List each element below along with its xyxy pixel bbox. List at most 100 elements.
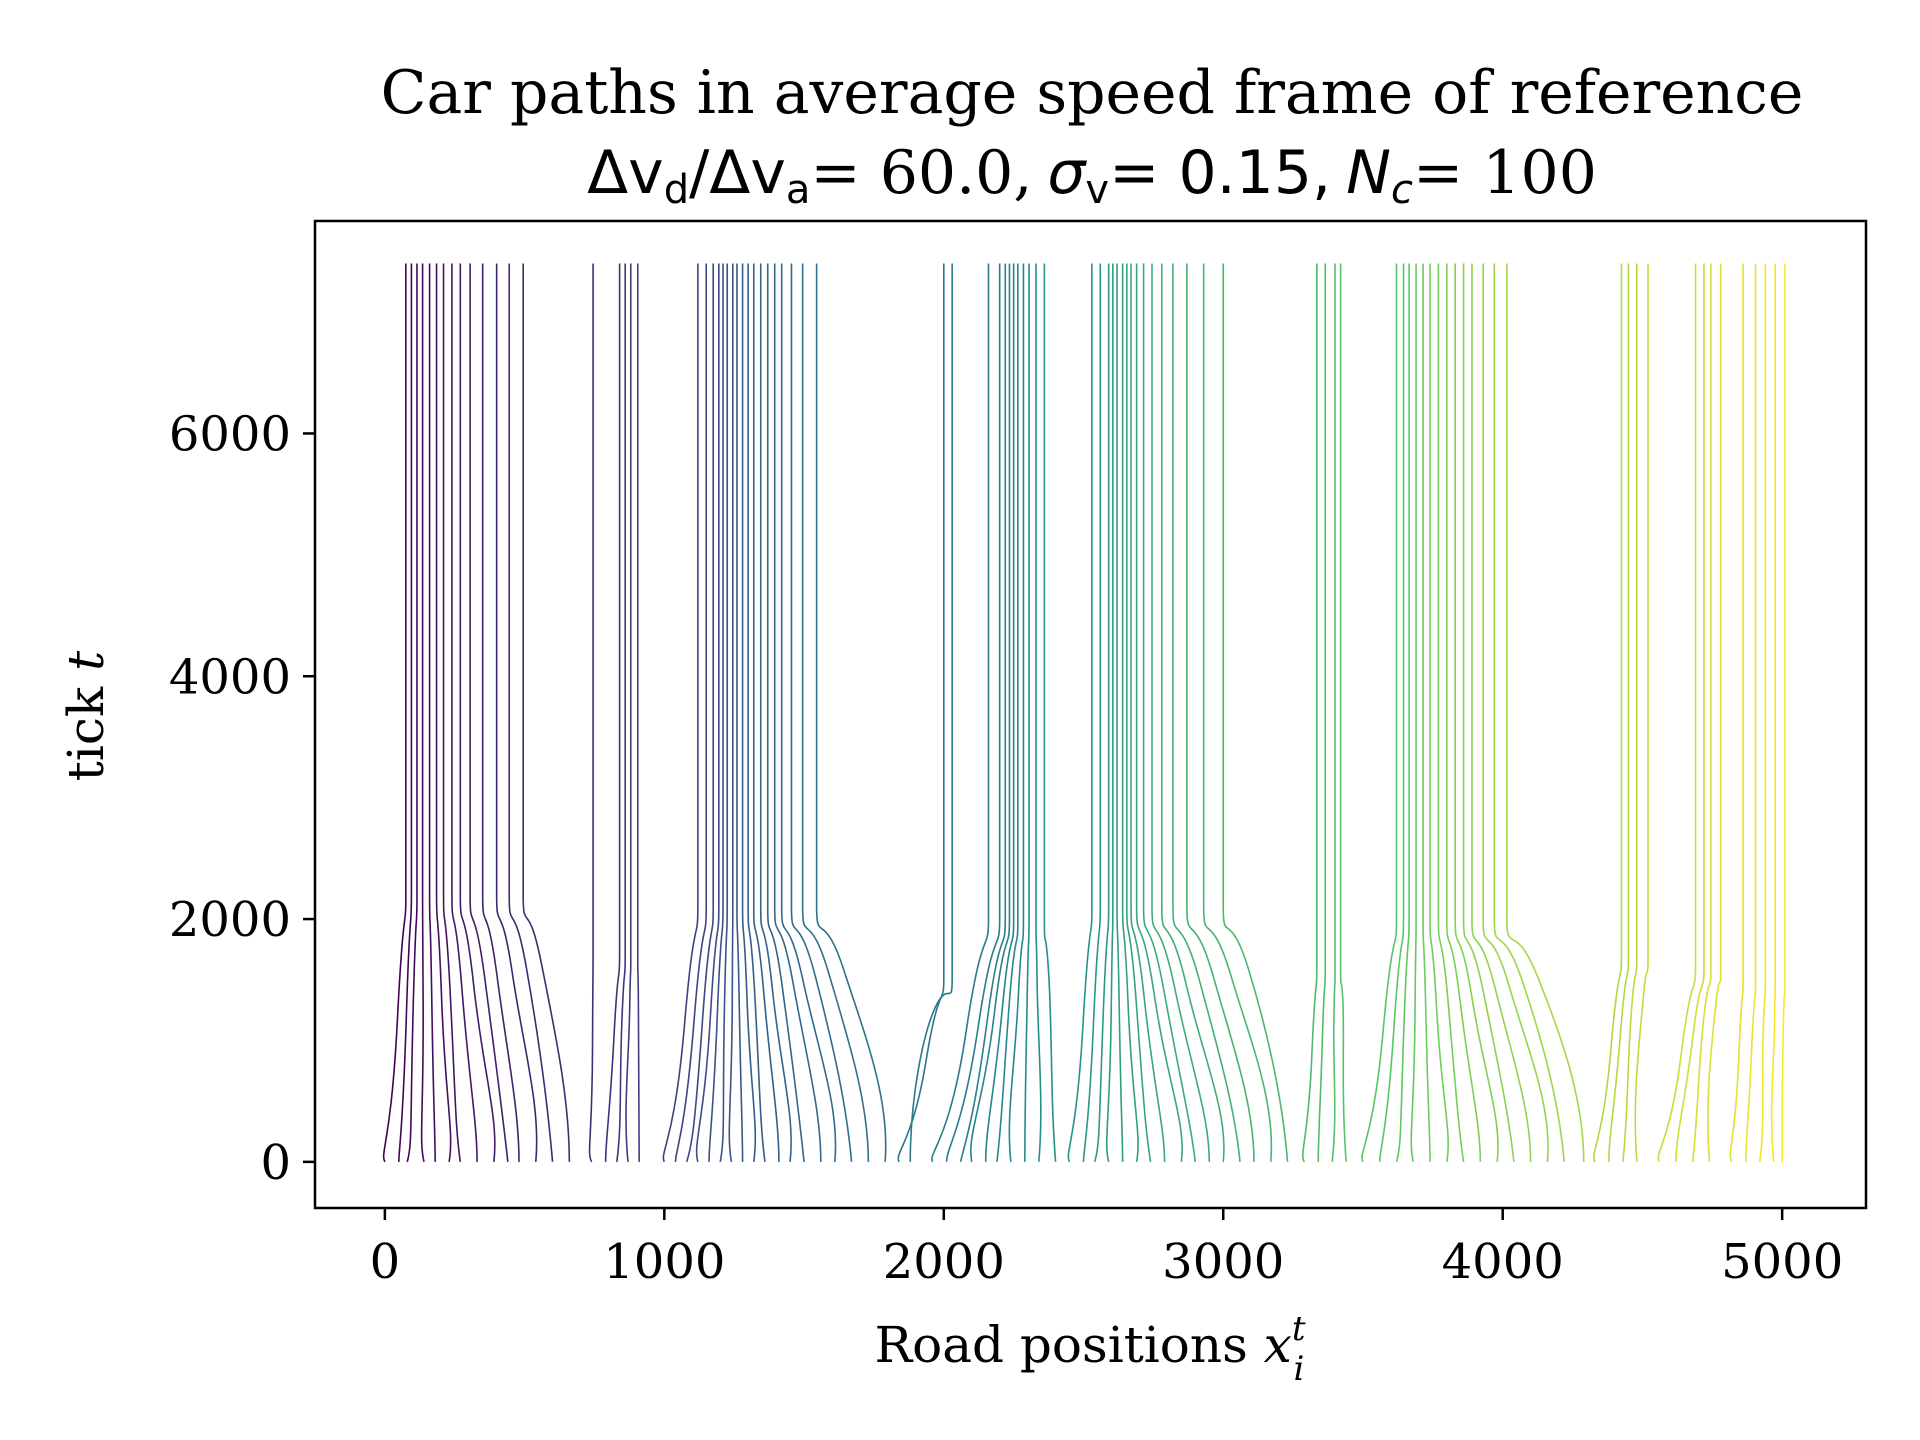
- car-path-line: [1116, 263, 1124, 1162]
- y-axis-ticks: 0 2000 4000 6000: [169, 406, 315, 1191]
- car-path-line: [1506, 263, 1585, 1162]
- car-path-line: [719, 263, 729, 1163]
- car-path-line: [1361, 263, 1398, 1163]
- car-path-line: [1317, 263, 1327, 1162]
- car-path-line: [1608, 263, 1630, 1162]
- car-path-line: [1024, 263, 1030, 1162]
- y-tick-label: 6000: [169, 406, 291, 462]
- car-path-line: [420, 263, 425, 1163]
- subtitle-ratio-label-den: Δv: [709, 138, 786, 208]
- y-axis-label: tick t: [57, 650, 115, 781]
- subtitle-n-label: N: [1346, 138, 1391, 208]
- car-path-line: [1160, 263, 1225, 1162]
- car-path-line: [398, 263, 413, 1162]
- car-path-line: [1135, 263, 1183, 1162]
- car-path-line: [780, 263, 837, 1162]
- car-path-line: [1437, 263, 1465, 1162]
- x-tick-label: 5000: [1721, 1234, 1843, 1290]
- x-axis-label-var: x: [1264, 1316, 1292, 1374]
- car-path-line: [1745, 263, 1757, 1162]
- car-path-line: [1634, 263, 1649, 1162]
- car-path-line: [1105, 263, 1114, 1163]
- car-path-line: [1410, 263, 1417, 1163]
- car-path-line: [759, 263, 792, 1162]
- car-path-line: [790, 263, 853, 1162]
- car-path-line: [1172, 263, 1241, 1162]
- y-tick-label: 2000: [169, 892, 291, 948]
- car-path-line: [508, 263, 554, 1162]
- car-path-line: [984, 263, 1015, 1162]
- x-axis-label-text: Road positions: [874, 1316, 1247, 1374]
- x-axis-label-sub: i: [1294, 1349, 1305, 1389]
- subtitle-ratio-num-sub: d: [664, 167, 689, 213]
- car-path-line: [1770, 263, 1776, 1162]
- car-path-line: [996, 263, 1019, 1162]
- y-axis-label-text: tick: [57, 686, 115, 781]
- car-path-line: [959, 263, 1007, 1163]
- car-path-line: [451, 263, 478, 1162]
- car-path-line: [1093, 263, 1110, 1163]
- car-path-line: [1067, 263, 1093, 1163]
- chart-subtitle: Δvd/Δva= 60.0, σv= 0.15, Nc= 100: [587, 138, 1597, 213]
- subtitle-ratio-label: Δv: [587, 138, 664, 208]
- car-paths: [382, 263, 1786, 1163]
- car-path-line: [1593, 263, 1623, 1163]
- car-path-line: [1462, 263, 1515, 1162]
- car-path-line: [1729, 263, 1744, 1163]
- car-path-line: [747, 263, 766, 1162]
- chart-title: Car paths in average speed frame of refe…: [381, 58, 1804, 128]
- car-path-line: [945, 263, 1001, 1162]
- x-axis-ticks: 0 1000 2000 3000 4000 5000: [370, 1208, 1843, 1290]
- x-tick-label: 1000: [603, 1234, 725, 1290]
- car-path-line: [1454, 263, 1499, 1162]
- car-path-line: [1008, 263, 1025, 1162]
- car-path-line: [1151, 263, 1211, 1162]
- car-path-line: [428, 263, 436, 1162]
- car-path-line: [435, 263, 452, 1163]
- car-path-line: [1035, 263, 1042, 1162]
- car-path-line: [736, 263, 744, 1162]
- car-path-line: [459, 263, 496, 1162]
- car-path-line: [695, 263, 720, 1163]
- car-path-line: [1126, 263, 1152, 1162]
- y-axis-label-var: t: [57, 650, 115, 671]
- car-path-line: [1202, 263, 1273, 1162]
- car-path-line: [1759, 263, 1767, 1162]
- subtitle-sigma-value: = 0.15,: [1109, 138, 1331, 208]
- car-path-line: [1043, 263, 1057, 1162]
- car-path-line: [708, 263, 724, 1162]
- car-path-line: [1339, 263, 1348, 1162]
- car-path-line: [1657, 263, 1697, 1163]
- car-path-line: [588, 263, 594, 1163]
- car-path-line: [522, 263, 571, 1162]
- car-path-line: [481, 263, 520, 1162]
- x-axis-label: Road positions xt i: [874, 1309, 1305, 1389]
- car-path-line: [1186, 263, 1255, 1162]
- car-path-line: [1691, 263, 1712, 1162]
- car-path-line: [815, 263, 887, 1162]
- car-path-line: [1471, 263, 1532, 1162]
- car-path-line: [801, 263, 870, 1162]
- subtitle-n-value: = 100: [1413, 138, 1597, 208]
- subtitle-ratio-value: = 60.0,: [810, 138, 1032, 208]
- car-path-line: [1130, 263, 1166, 1162]
- car-path-line: [674, 263, 708, 1162]
- car-path-line: [1222, 263, 1289, 1162]
- car-path-line: [625, 263, 632, 1162]
- car-path-line: [1622, 263, 1638, 1162]
- car-path-line: [1378, 263, 1405, 1162]
- subtitle-ratio-den-sub: a: [786, 167, 811, 213]
- car-path-line: [442, 263, 462, 1162]
- car-path-line: [1446, 263, 1482, 1162]
- x-tick-label: 3000: [1162, 1234, 1284, 1290]
- car-path-line: [1429, 263, 1449, 1163]
- car-path-line: [1142, 263, 1197, 1162]
- car-path-line: [728, 263, 734, 1163]
- car-path-line: [1707, 263, 1722, 1162]
- x-tick-label: 2000: [883, 1234, 1005, 1290]
- car-path-line: [636, 263, 640, 1162]
- subtitle-sigma-label: σ: [1047, 138, 1087, 208]
- car-path-line: [382, 263, 407, 1163]
- car-path-line: [616, 263, 626, 1162]
